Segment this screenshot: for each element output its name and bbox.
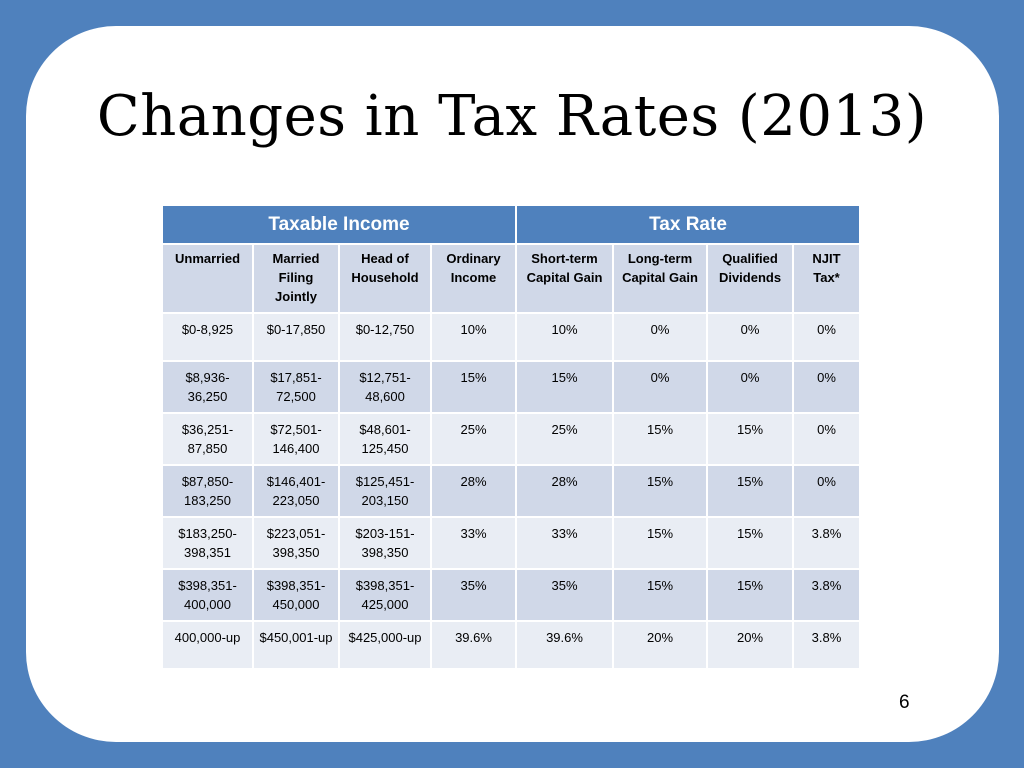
table-cell: $398,351-450,000: [254, 570, 340, 622]
column-header-short-term-capital-gain: Short-term Capital Gain: [517, 245, 614, 314]
table-cell: 35%: [432, 570, 517, 622]
table-cell: $425,000-up: [340, 622, 432, 670]
table-cell: $450,001-up: [254, 622, 340, 670]
table-cell: 15%: [708, 570, 794, 622]
table-cell: $125,451-203,150: [340, 466, 432, 518]
table-cell: $398,351-425,000: [340, 570, 432, 622]
column-header-ordinary-income: Ordinary Income: [432, 245, 517, 314]
table-cell: 0%: [614, 314, 708, 362]
table-row: $36,251-87,850 $72,501-146,400 $48,601-1…: [163, 414, 859, 466]
column-header-head-of-household: Head of Household: [340, 245, 432, 314]
table-cell: 15%: [517, 362, 614, 414]
column-header-long-term-capital-gain: Long-term Capital Gain: [614, 245, 708, 314]
table-cell: 15%: [614, 466, 708, 518]
table-group-header-row: Taxable Income Tax Rate: [163, 206, 859, 245]
table-cell: 15%: [708, 466, 794, 518]
table-cell: $203-151-398,350: [340, 518, 432, 570]
table-cell: $146,401-223,050: [254, 466, 340, 518]
table-row: $8,936-36,250 $17,851-72,500 $12,751-48,…: [163, 362, 859, 414]
table-cell: 3.8%: [794, 518, 859, 570]
table-cell: 39.6%: [517, 622, 614, 670]
table-cell: $17,851-72,500: [254, 362, 340, 414]
table-cell: 20%: [614, 622, 708, 670]
slide-title: Changes in Tax Rates (2013): [96, 84, 928, 149]
table-cell: $8,936-36,250: [163, 362, 254, 414]
table-row: $398,351-400,000 $398,351-450,000 $398,3…: [163, 570, 859, 622]
table-cell: 0%: [794, 466, 859, 518]
table-cell: $0-8,925: [163, 314, 254, 362]
table-cell: 28%: [432, 466, 517, 518]
table-cell: 33%: [517, 518, 614, 570]
table-cell: 39.6%: [432, 622, 517, 670]
table-cell: 10%: [517, 314, 614, 362]
table-cell: 15%: [708, 518, 794, 570]
table-row: 400,000-up $450,001-up $425,000-up 39.6%…: [163, 622, 859, 670]
table-cell: 15%: [432, 362, 517, 414]
table-cell: $12,751-48,600: [340, 362, 432, 414]
group-header-taxable-income: Taxable Income: [163, 206, 517, 245]
table-cell: $36,251-87,850: [163, 414, 254, 466]
table-row: $183,250-398,351 $223,051-398,350 $203-1…: [163, 518, 859, 570]
table-cell: 3.8%: [794, 570, 859, 622]
table-cell: $87,850-183,250: [163, 466, 254, 518]
table-cell: 15%: [614, 570, 708, 622]
column-header-qualified-dividends: Qualified Dividends: [708, 245, 794, 314]
table-cell: $48,601-125,450: [340, 414, 432, 466]
table-cell: 0%: [794, 362, 859, 414]
column-header-unmarried: Unmarried: [163, 245, 254, 314]
table-row: $0-8,925 $0-17,850 $0-12,750 10% 10% 0% …: [163, 314, 859, 362]
column-header-married-filing-jointly: Married Filing Jointly: [254, 245, 340, 314]
table-row: $87,850-183,250 $146,401-223,050 $125,45…: [163, 466, 859, 518]
table-cell: 25%: [432, 414, 517, 466]
table-cell: 15%: [614, 414, 708, 466]
table-cell: 28%: [517, 466, 614, 518]
table-column-header-row: Unmarried Married Filing Jointly Head of…: [163, 245, 859, 314]
table-cell: 0%: [794, 314, 859, 362]
column-header-njit-tax: NJIT Tax*: [794, 245, 859, 314]
table-cell: 3.8%: [794, 622, 859, 670]
table-cell: $398,351-400,000: [163, 570, 254, 622]
table-cell: 0%: [614, 362, 708, 414]
table-cell: 15%: [708, 414, 794, 466]
table-cell: 35%: [517, 570, 614, 622]
table-cell: $223,051-398,350: [254, 518, 340, 570]
table-cell: 25%: [517, 414, 614, 466]
page-number: 6: [899, 692, 910, 713]
table-cell: 0%: [708, 314, 794, 362]
table-cell: $0-17,850: [254, 314, 340, 362]
tax-rates-table: Taxable Income Tax Rate Unmarried Marrie…: [163, 206, 859, 670]
table-cell: 10%: [432, 314, 517, 362]
table-cell: $183,250-398,351: [163, 518, 254, 570]
table-cell: 0%: [794, 414, 859, 466]
table-cell: 33%: [432, 518, 517, 570]
table-cell: $72,501-146,400: [254, 414, 340, 466]
table-cell: $0-12,750: [340, 314, 432, 362]
table-cell: 15%: [614, 518, 708, 570]
table-cell: 0%: [708, 362, 794, 414]
table-cell: 400,000-up: [163, 622, 254, 670]
table-cell: 20%: [708, 622, 794, 670]
group-header-tax-rate: Tax Rate: [517, 206, 859, 245]
